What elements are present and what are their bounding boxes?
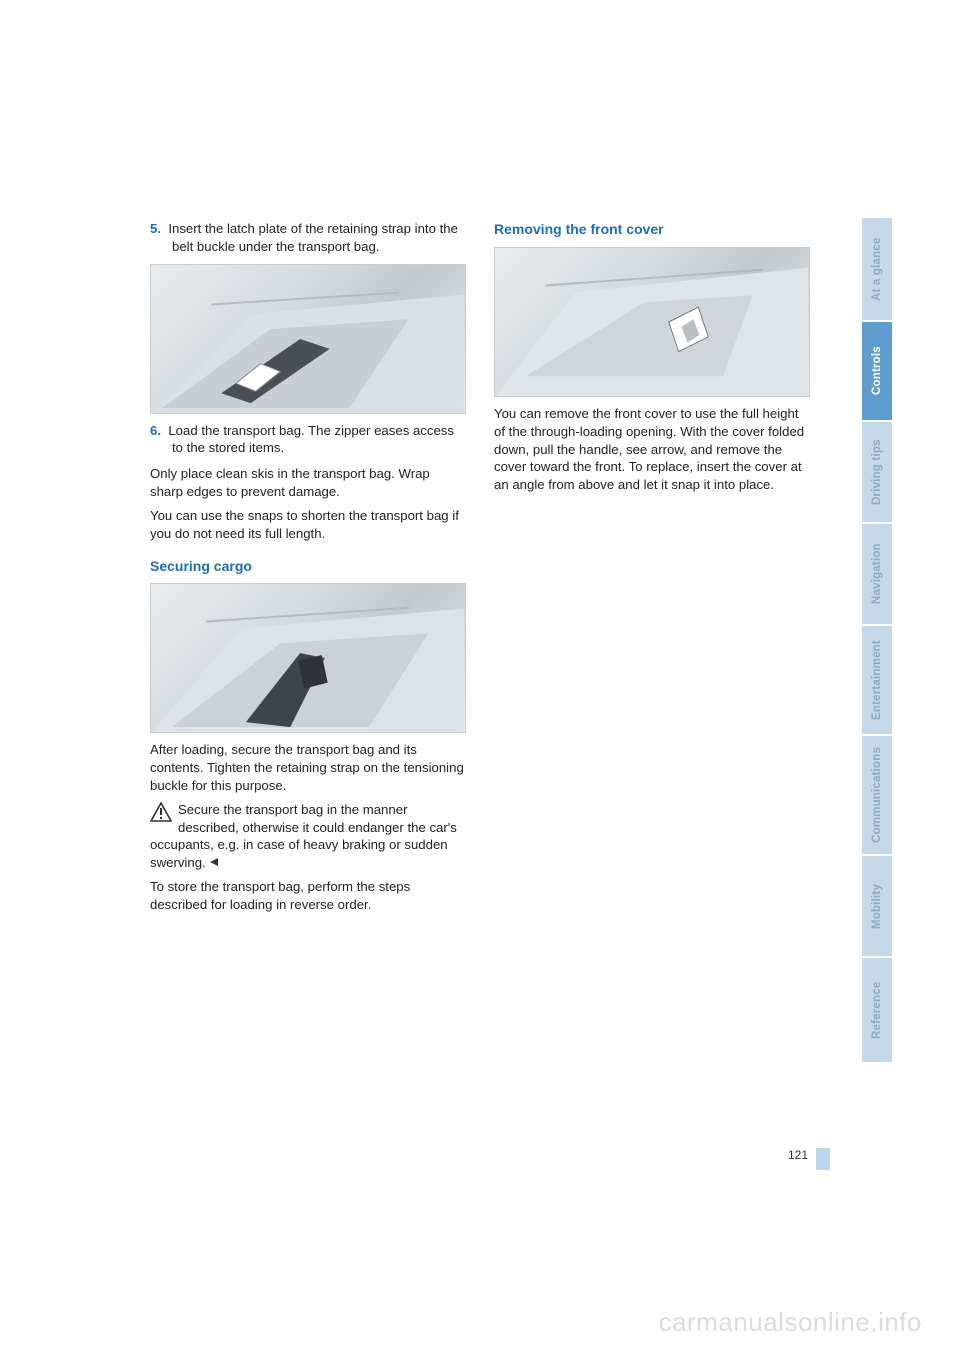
body-paragraph: To store the transport bag, perform the … bbox=[150, 878, 466, 914]
body-paragraph: After loading, secure the transport bag … bbox=[150, 741, 466, 794]
figure-latch-strap bbox=[150, 264, 466, 414]
section-tab[interactable]: Controls bbox=[862, 322, 892, 420]
warning-icon bbox=[150, 802, 172, 822]
subheading-removing-cover: Removing the front cover bbox=[494, 220, 810, 239]
step-text: Insert the latch plate of the retaining … bbox=[168, 221, 458, 254]
warning-block: Secure the transport bag in the manner d… bbox=[150, 801, 466, 872]
end-marker-icon bbox=[209, 854, 219, 872]
step-number: 6. bbox=[150, 423, 161, 438]
body-paragraph: You can use the snaps to shorten the tra… bbox=[150, 507, 466, 543]
figure-securing-cargo bbox=[150, 583, 466, 733]
figure-illustration bbox=[495, 248, 809, 396]
section-tab[interactable]: At a glance bbox=[862, 218, 892, 320]
section-tab[interactable]: Entertainment bbox=[862, 626, 892, 734]
section-tab[interactable]: Navigation bbox=[862, 524, 892, 624]
left-column: 5. Insert the latch plate of the retaini… bbox=[150, 220, 466, 920]
section-tabs: At a glanceControlsDriving tipsNavigatio… bbox=[862, 218, 892, 1064]
section-tab[interactable]: Reference bbox=[862, 958, 892, 1062]
section-tab[interactable]: Driving tips bbox=[862, 422, 892, 522]
subheading-securing-cargo: Securing cargo bbox=[150, 557, 466, 576]
page-number: 121 bbox=[788, 1148, 808, 1162]
figure-illustration bbox=[151, 584, 465, 732]
page-number-bar bbox=[816, 1148, 830, 1170]
figure-front-cover bbox=[494, 247, 810, 397]
step-number: 5. bbox=[150, 221, 161, 236]
step-6: 6. Load the transport bag. The zipper ea… bbox=[150, 422, 466, 458]
figure-illustration bbox=[151, 265, 465, 413]
section-tab[interactable]: Mobility bbox=[862, 856, 892, 956]
section-tab[interactable]: Communications bbox=[862, 736, 892, 854]
content-columns: 5. Insert the latch plate of the retaini… bbox=[150, 220, 810, 920]
warning-text: Secure the transport bag in the manner d… bbox=[150, 802, 457, 870]
step-text: Load the transport bag. The zipper eases… bbox=[168, 423, 454, 456]
step-5: 5. Insert the latch plate of the retaini… bbox=[150, 220, 466, 256]
body-paragraph: Only place clean skis in the transport b… bbox=[150, 465, 466, 501]
watermark-text: carmanualsonline.info bbox=[659, 1307, 922, 1338]
manual-page: 5. Insert the latch plate of the retaini… bbox=[0, 0, 960, 1358]
right-column: Removing the front cover You can remove … bbox=[494, 220, 810, 920]
body-paragraph: You can remove the front cover to use th… bbox=[494, 405, 810, 494]
